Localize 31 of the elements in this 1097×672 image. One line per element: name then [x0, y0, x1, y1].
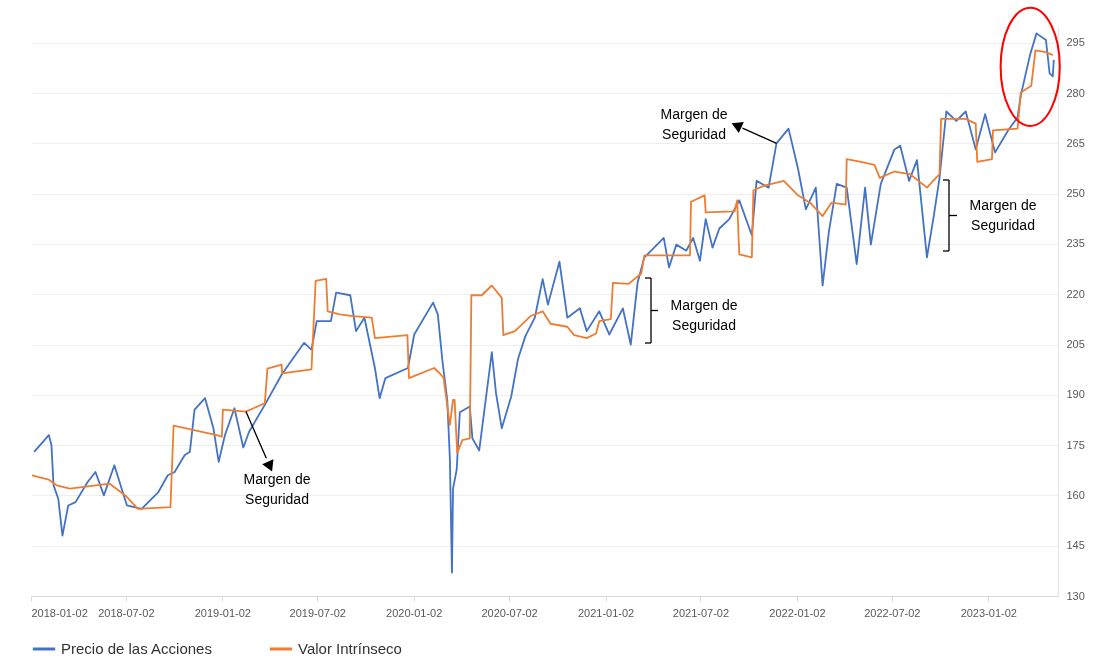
annotation: Margen de Seguridad	[243, 471, 311, 507]
x-tick-label: 2023-01-02	[960, 606, 1017, 619]
line-series	[33, 32, 1055, 574]
x-tick-label: 2021-01-02	[577, 606, 635, 619]
x-tick-label: 2020-01-02	[386, 606, 443, 619]
x-tick-label: 2021-07-02	[672, 606, 730, 619]
y-tick-label: 295	[1066, 36, 1085, 49]
y-tick-label: 175	[1066, 438, 1085, 451]
annotation: Margen de Seguridad	[670, 297, 738, 333]
annotation: Margen de Seguridad	[660, 106, 728, 142]
legend-label: Valor Intrínseco	[298, 640, 402, 657]
x-tick-label: 2020-07-02	[481, 606, 538, 619]
y-tick-label: 130	[1066, 589, 1085, 602]
y-tick-label: 250	[1066, 187, 1085, 200]
y-tick-label: 145	[1066, 539, 1085, 552]
y-tick-label: 190	[1066, 388, 1085, 401]
y-tick-label: 280	[1066, 86, 1085, 99]
x-tick-label: 2018-01-02	[31, 606, 88, 619]
x-tick-label: 2022-01-02	[769, 606, 826, 619]
y-tick-label: 160	[1066, 488, 1085, 501]
line-series	[31, 49, 1054, 510]
y-tick-label: 220	[1066, 287, 1085, 300]
y-tick-label: 205	[1066, 338, 1085, 351]
y-tick-label: 265	[1066, 136, 1085, 149]
x-tick-label: 2018-07-02	[98, 606, 155, 619]
annotation: Margen de Seguridad	[969, 197, 1037, 233]
x-tick-label: 2019-01-02	[194, 606, 251, 619]
y-tick-label: 235	[1066, 237, 1085, 250]
x-tick-label: 2019-07-02	[289, 606, 346, 619]
legend-label: Precio de las Acciones	[61, 640, 212, 657]
x-tick-label: 2022-07-02	[864, 606, 921, 619]
